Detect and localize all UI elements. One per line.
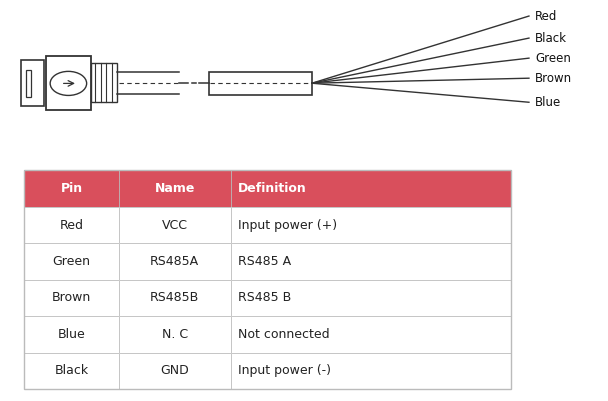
Text: Black: Black: [54, 364, 89, 377]
Bar: [231, 243, 511, 280]
Bar: [231, 352, 511, 389]
Text: Pin: Pin: [60, 182, 83, 195]
Text: Input power (+): Input power (+): [238, 219, 337, 231]
Text: Red: Red: [535, 10, 558, 22]
Bar: [24, 207, 119, 243]
Bar: [231, 170, 511, 207]
Text: RS485 B: RS485 B: [238, 292, 292, 304]
Text: Definition: Definition: [238, 182, 307, 195]
Bar: [231, 280, 511, 316]
Bar: [24, 280, 119, 316]
Bar: [24, 170, 511, 389]
Bar: [119, 352, 231, 389]
Text: N. C: N. C: [162, 328, 188, 341]
Text: RS485B: RS485B: [150, 292, 199, 304]
Text: Name: Name: [154, 182, 195, 195]
Bar: [24, 243, 119, 280]
Bar: [231, 243, 511, 280]
Text: Red: Red: [60, 219, 83, 231]
Bar: [209, 72, 312, 95]
Bar: [26, 70, 31, 97]
Bar: [231, 207, 511, 243]
Bar: [24, 352, 119, 389]
Bar: [24, 280, 119, 316]
Bar: [231, 316, 511, 352]
Bar: [91, 63, 117, 102]
Text: RS485 A: RS485 A: [238, 255, 291, 268]
Bar: [24, 316, 119, 352]
Text: Blue: Blue: [535, 96, 561, 109]
Bar: [119, 207, 231, 243]
Bar: [119, 243, 231, 280]
Bar: [24, 316, 119, 352]
Bar: [231, 316, 511, 352]
Bar: [231, 280, 511, 316]
Bar: [46, 56, 91, 110]
Text: Black: Black: [535, 32, 567, 45]
Bar: [119, 280, 231, 316]
Text: VCC: VCC: [162, 219, 188, 231]
Text: Blue: Blue: [58, 328, 85, 341]
Text: Not connected: Not connected: [238, 328, 330, 341]
Bar: [119, 316, 231, 352]
Bar: [119, 170, 231, 207]
Bar: [231, 352, 511, 389]
Bar: [119, 170, 231, 207]
Text: Input power (-): Input power (-): [238, 364, 331, 377]
Text: Green: Green: [535, 52, 571, 65]
Bar: [119, 316, 231, 352]
Bar: [231, 207, 511, 243]
Bar: [119, 352, 231, 389]
Bar: [24, 352, 119, 389]
Text: Brown: Brown: [52, 292, 91, 304]
Text: RS485A: RS485A: [150, 255, 199, 268]
Bar: [231, 170, 511, 207]
Bar: [119, 207, 231, 243]
Bar: [119, 243, 231, 280]
Bar: [21, 60, 44, 106]
Bar: [24, 243, 119, 280]
Text: GND: GND: [161, 364, 189, 377]
Text: Brown: Brown: [535, 72, 572, 85]
Text: Green: Green: [52, 255, 91, 268]
Bar: [24, 170, 119, 207]
Bar: [119, 280, 231, 316]
Bar: [24, 207, 119, 243]
Bar: [24, 170, 119, 207]
